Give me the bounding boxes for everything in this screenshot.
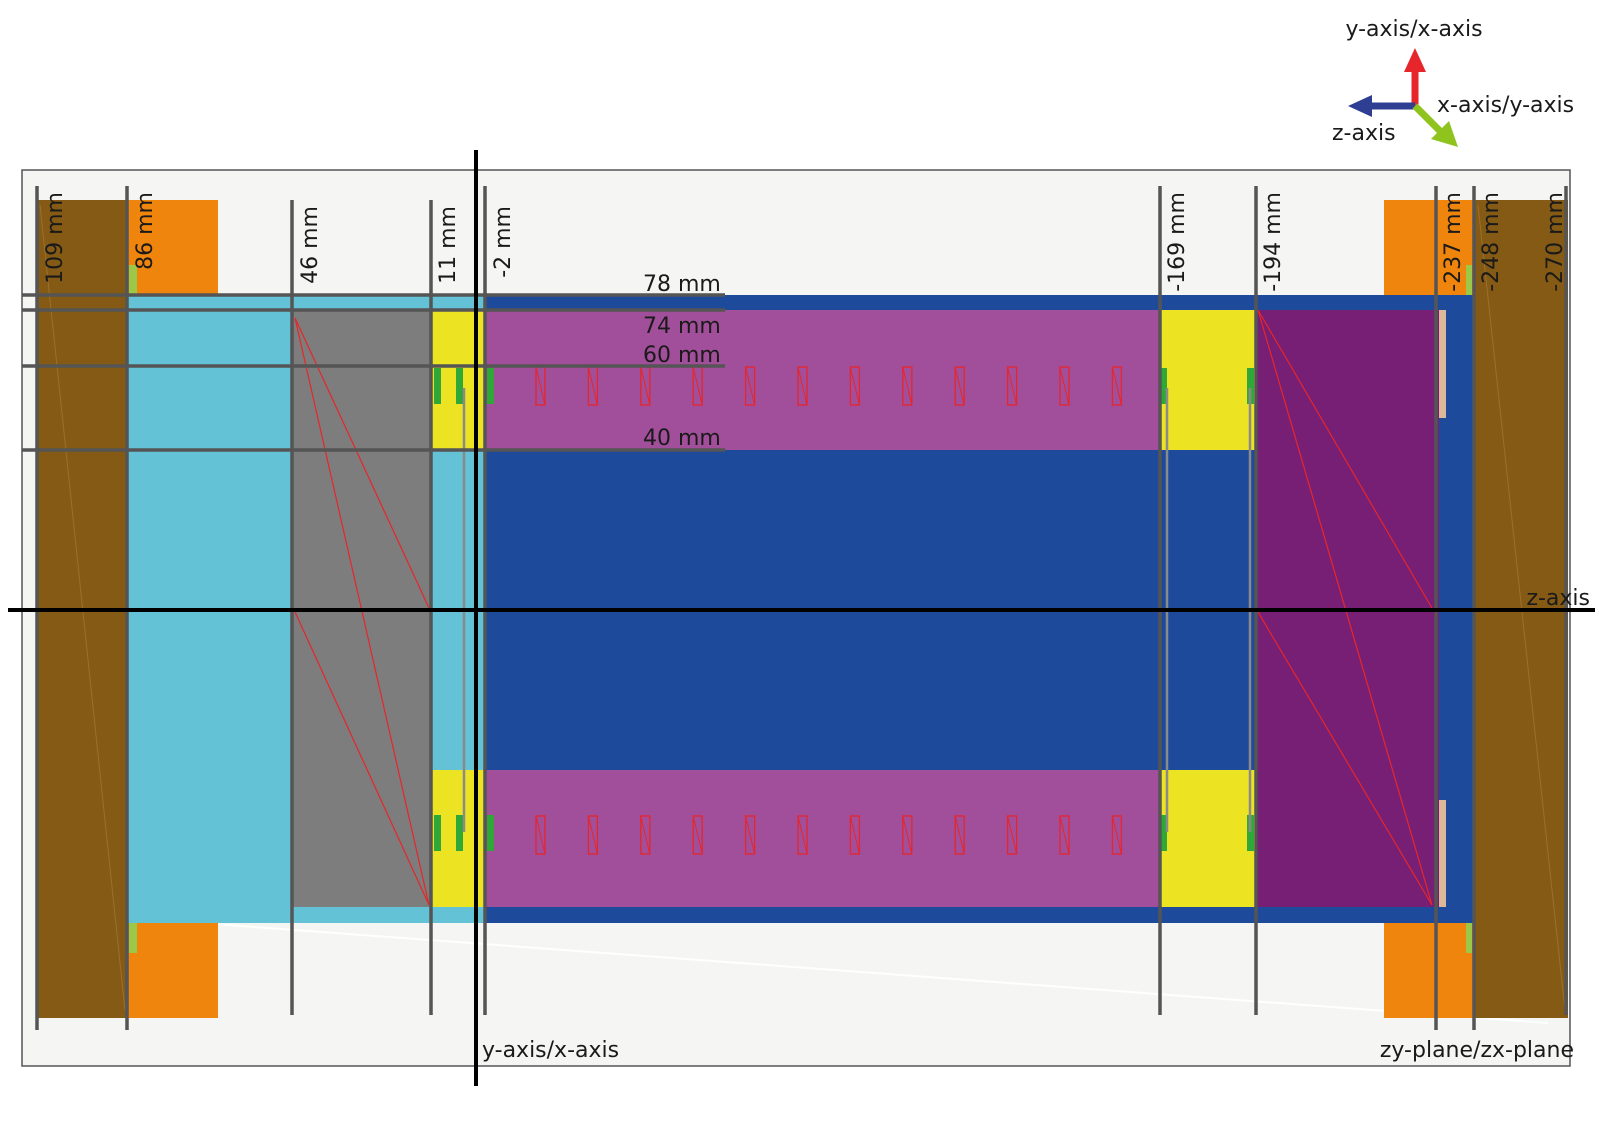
z-label: 11 mm xyxy=(436,206,461,284)
green-pad xyxy=(1466,918,1472,953)
vertical-axis-label: y-axis/x-axis xyxy=(482,1038,619,1063)
coil-element xyxy=(587,815,599,855)
coil-element xyxy=(954,815,965,855)
radius-labels: 78 mm 74 mm 60 mm 40 mm xyxy=(643,272,721,451)
tan-strip xyxy=(1439,800,1446,907)
coil-element xyxy=(1059,366,1070,406)
z-label: -270 mm xyxy=(1543,192,1568,292)
z-label: -169 mm xyxy=(1165,192,1190,292)
tan-strip xyxy=(1439,310,1446,418)
z-label: 109 mm xyxy=(43,192,68,284)
red-up-arrow-icon xyxy=(1404,48,1426,108)
coil-element xyxy=(692,815,703,855)
magenta-band-bottom xyxy=(482,770,1160,907)
radius-label: 60 mm xyxy=(643,343,721,368)
coil-element xyxy=(744,366,756,406)
legend-up-label: y-axis/x-axis xyxy=(1345,17,1482,42)
green-pad xyxy=(129,265,137,295)
coil-element xyxy=(744,815,756,855)
z-label: -2 mm xyxy=(491,206,516,278)
z-label: -248 mm xyxy=(1479,192,1504,292)
coil-element xyxy=(902,366,913,406)
orientation-legend: y-axis/x-axis z-axis x-axis/y-axis xyxy=(1332,17,1574,147)
z-label: 46 mm xyxy=(298,206,323,284)
coil-element xyxy=(1059,815,1070,855)
green-clips xyxy=(434,368,1254,851)
coil-element xyxy=(849,815,861,855)
radius-label: 74 mm xyxy=(643,314,721,339)
green-pad xyxy=(1466,265,1472,300)
orange-block-top-right xyxy=(1384,200,1474,295)
coil-element xyxy=(902,815,913,855)
coil-row-bottom xyxy=(535,815,1123,855)
coil-element xyxy=(1006,366,1018,406)
coil-element xyxy=(640,815,651,855)
coil-element xyxy=(535,815,546,855)
blue-left-arrow-icon xyxy=(1348,95,1415,117)
coil-element xyxy=(797,815,808,855)
legend-left-label: z-axis xyxy=(1332,121,1396,146)
z-label: -237 mm xyxy=(1441,192,1466,292)
construction-line xyxy=(213,923,1549,1024)
z-label: 86 mm xyxy=(133,192,158,270)
green-diagonal-arrow-icon xyxy=(1412,103,1458,147)
z-axis-label: z-axis xyxy=(1526,586,1590,611)
coil-element xyxy=(1006,815,1018,855)
yellow-block xyxy=(1160,310,1256,450)
plane-label: zy-plane/zx-plane xyxy=(1380,1038,1574,1063)
green-pad xyxy=(129,923,137,953)
z-label: -194 mm xyxy=(1261,192,1286,292)
magenta-band-top xyxy=(482,310,1160,450)
legend-diag-label: x-axis/y-axis xyxy=(1437,93,1574,118)
orange-block-bottom-right xyxy=(1384,923,1474,1018)
coil-element xyxy=(954,366,965,406)
radius-label: 78 mm xyxy=(643,272,721,297)
plate-shading-line xyxy=(1477,204,1566,1011)
radius-label: 40 mm xyxy=(643,426,721,451)
coil-row-top xyxy=(535,366,1123,406)
orange-block-bottom-left xyxy=(127,923,218,1018)
radius-guides xyxy=(22,293,725,452)
plate-shading-line xyxy=(39,204,126,1011)
coil-element xyxy=(849,366,861,406)
z-position-labels: 109 mm 86 mm 46 mm 11 mm -2 mm -169 mm -… xyxy=(43,192,1568,292)
coil-element xyxy=(1111,815,1123,855)
coil-element xyxy=(797,366,808,406)
orange-block-top-left xyxy=(127,200,218,295)
coil-element xyxy=(1111,366,1123,406)
yellow-block xyxy=(1160,770,1256,907)
